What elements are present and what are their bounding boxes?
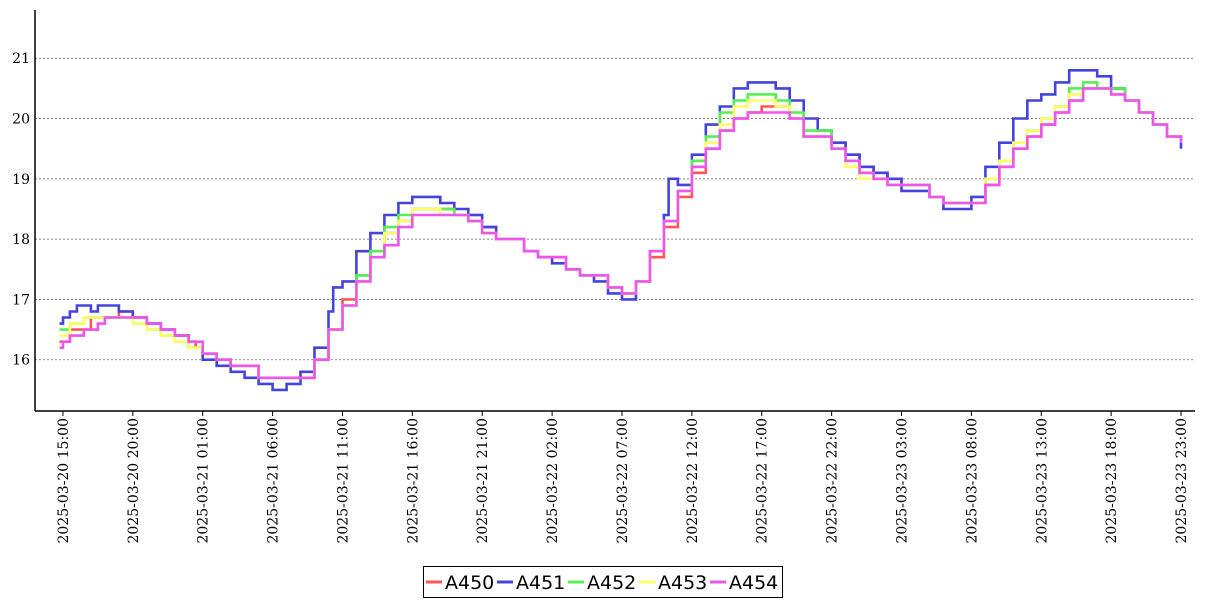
legend-item-a453: A453: [639, 572, 707, 594]
legend-label: A454: [729, 572, 778, 594]
legend-label: A450: [445, 572, 494, 594]
x-tick-label: 2025-03-22 07:00: [615, 418, 631, 544]
x-tick-label: 2025-03-21 21:00: [475, 418, 491, 544]
axes: [34, 10, 1195, 412]
x-tick-label: 2025-03-23 18:00: [1104, 418, 1120, 544]
legend-item-a452: A452: [568, 572, 636, 594]
x-tick-label: 2025-03-20 20:00: [126, 418, 142, 544]
legend-item-a450: A450: [426, 572, 494, 594]
y-tick-label: 19: [12, 172, 30, 188]
x-tick-label: 2025-03-21 16:00: [405, 418, 421, 544]
series-lines: [59, 69, 1183, 392]
legend-label: A451: [516, 572, 565, 594]
y-tick-label: 18: [12, 232, 30, 248]
x-tick-label: 2025-03-22 02:00: [545, 418, 561, 544]
y-tick-label: 20: [12, 112, 30, 128]
series-line-a451: [59, 69, 1183, 392]
x-tick-label: 2025-03-21 01:00: [196, 418, 212, 544]
x-tick-label: 2025-03-21 06:00: [266, 418, 282, 544]
y-tick-label: 16: [12, 353, 30, 369]
y-tick-label: 17: [12, 292, 30, 308]
x-tick-label: 2025-03-23 23:00: [1174, 418, 1190, 544]
x-tick-label: 2025-03-22 17:00: [755, 418, 771, 544]
legend-item-a451: A451: [497, 572, 565, 594]
series-line-a454: [59, 87, 1183, 380]
x-tick-label: 2025-03-22 12:00: [685, 418, 701, 544]
legend-label: A453: [658, 572, 707, 594]
x-tick-label: 2025-03-21 11:00: [336, 418, 352, 544]
y-tick-label: 21: [12, 51, 30, 67]
x-tick-label: 2025-03-23 08:00: [964, 418, 980, 544]
y-axis-ticks: 16 17 18 19 20 21: [12, 51, 30, 369]
x-tick-label: 2025-03-23 13:00: [1034, 418, 1050, 544]
legend-label: A452: [587, 572, 636, 594]
x-tick-label: 2025-03-23 03:00: [895, 418, 911, 544]
x-axis-ticks: 2025-03-20 15:00 2025-03-20 20:00 2025-03-…: [56, 411, 1190, 544]
legend-item-a454: A454: [710, 572, 778, 594]
x-tick-label: 2025-03-22 22:00: [825, 418, 841, 544]
x-tick-label: 2025-03-20 15:00: [56, 418, 72, 544]
legend: A450 A451 A452 A453 A454: [423, 566, 783, 598]
gridlines: [35, 57, 1195, 361]
